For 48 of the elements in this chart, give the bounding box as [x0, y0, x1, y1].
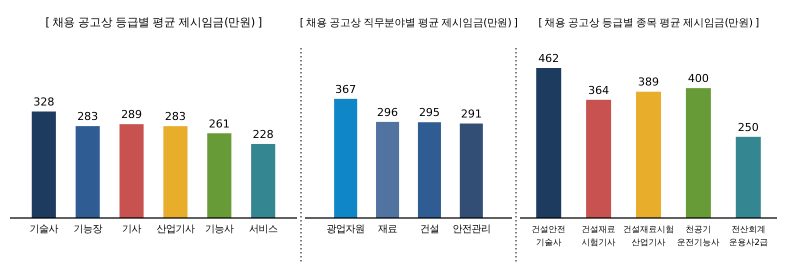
chart-title: [ 채용 공고상 등급별 종목 평균 제시임금(만원) ]: [538, 17, 760, 29]
chart-title: [ 채용 공고상 직무분야별 평균 제시임금(만원) ]: [300, 17, 518, 29]
bar: [536, 68, 562, 218]
data-label: 367: [335, 82, 356, 96]
x-tick-label: 건설재료시험 산업기사: [623, 225, 674, 248]
data-label: 291: [460, 108, 482, 121]
x-tick-label: 서비스: [248, 224, 278, 235]
bar: [376, 122, 400, 218]
data-label: 364: [588, 84, 610, 97]
x-tick-label: 건설안전 기술사: [532, 225, 566, 248]
data-label: 250: [738, 120, 759, 134]
data-label: 295: [418, 106, 440, 120]
bar: [32, 112, 56, 218]
bar: [207, 133, 232, 218]
bar: [636, 92, 661, 218]
x-tick-label: 광업자원: [326, 224, 365, 235]
bar: [736, 136, 761, 218]
bar: [76, 126, 100, 218]
data-label: 389: [638, 76, 659, 89]
bar: [460, 124, 483, 218]
data-label: 283: [164, 110, 186, 124]
x-tick-label: 천공기 운전기능사: [677, 225, 720, 248]
x-tick-label: 건설재료 시험기사: [582, 225, 616, 248]
x-tick-label: 기능장: [73, 224, 102, 235]
data-label: 261: [208, 117, 230, 130]
data-label: 328: [33, 96, 54, 109]
data-label: 283: [77, 110, 98, 124]
data-label: 296: [377, 106, 398, 119]
chart-title: [ 채용 공고상 등급별 평균 제시임금(만원) ]: [45, 15, 262, 29]
bar: [120, 124, 144, 218]
x-tick-label: 기능사: [205, 224, 234, 235]
bar: [418, 122, 441, 218]
data-label: 462: [538, 52, 560, 65]
bar: [334, 98, 358, 218]
x-tick-label: 기사: [122, 224, 142, 235]
bar: [686, 88, 711, 218]
bar: [586, 100, 612, 218]
data-label: 228: [252, 128, 274, 141]
x-tick-label: 산업기사: [156, 224, 195, 235]
data-label: 289: [121, 108, 142, 122]
data-label: 400: [688, 72, 709, 86]
x-tick-label: 건설: [420, 224, 439, 235]
bar: [163, 126, 188, 218]
x-tick-label: 안전관리: [452, 224, 490, 235]
x-tick-label: 기술사: [30, 224, 59, 235]
bar: [251, 144, 276, 218]
x-tick-label: 전산회계 운용사2급: [728, 225, 768, 248]
x-tick-label: 재료: [378, 224, 398, 235]
